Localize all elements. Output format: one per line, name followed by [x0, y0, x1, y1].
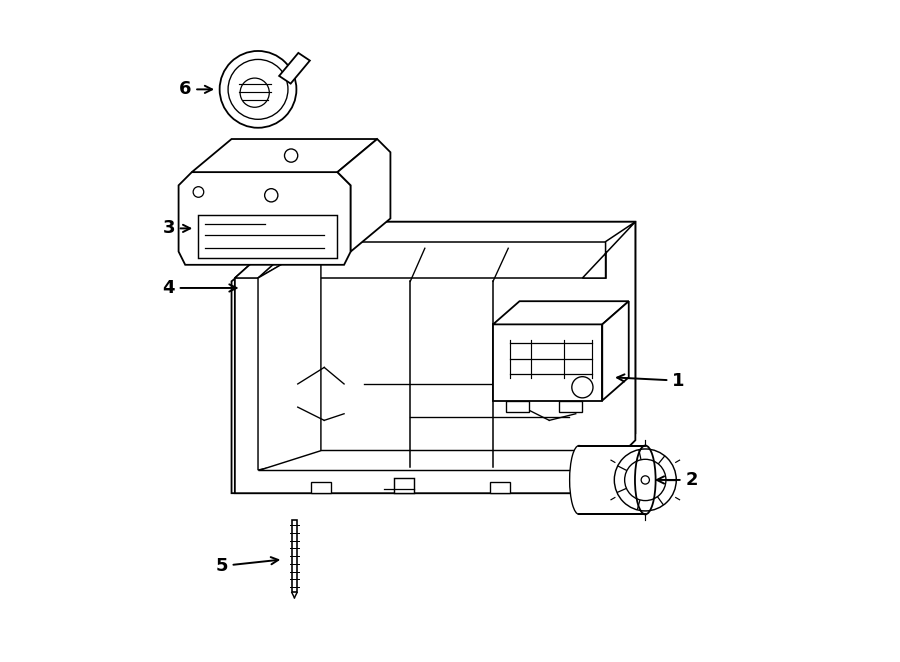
Polygon shape — [178, 172, 351, 265]
Polygon shape — [393, 478, 414, 493]
Circle shape — [228, 60, 288, 119]
Polygon shape — [311, 482, 331, 493]
Polygon shape — [582, 222, 635, 278]
Circle shape — [641, 476, 650, 484]
Polygon shape — [192, 139, 377, 172]
Polygon shape — [279, 53, 310, 83]
Polygon shape — [338, 139, 391, 252]
Polygon shape — [198, 215, 338, 258]
Text: 4: 4 — [162, 279, 237, 297]
Polygon shape — [258, 242, 606, 278]
Polygon shape — [258, 238, 602, 281]
Polygon shape — [579, 446, 645, 514]
Polygon shape — [292, 520, 297, 592]
Polygon shape — [258, 450, 606, 470]
Text: 1: 1 — [617, 371, 685, 390]
Polygon shape — [258, 238, 304, 477]
Ellipse shape — [635, 446, 655, 514]
Polygon shape — [231, 222, 635, 493]
Text: 5: 5 — [215, 557, 278, 575]
Text: 2: 2 — [657, 471, 698, 489]
Polygon shape — [559, 401, 582, 412]
Circle shape — [284, 149, 298, 162]
Circle shape — [572, 377, 593, 398]
Polygon shape — [258, 242, 321, 470]
Polygon shape — [235, 222, 321, 278]
Polygon shape — [493, 324, 602, 401]
Polygon shape — [235, 222, 635, 493]
Polygon shape — [490, 482, 509, 493]
Polygon shape — [493, 301, 629, 324]
Polygon shape — [602, 301, 629, 401]
Text: 3: 3 — [162, 219, 190, 238]
Circle shape — [240, 78, 269, 107]
Circle shape — [220, 51, 296, 128]
Polygon shape — [507, 401, 529, 412]
Text: 6: 6 — [179, 80, 212, 99]
Circle shape — [194, 187, 203, 197]
Circle shape — [265, 189, 278, 202]
Ellipse shape — [570, 446, 589, 514]
